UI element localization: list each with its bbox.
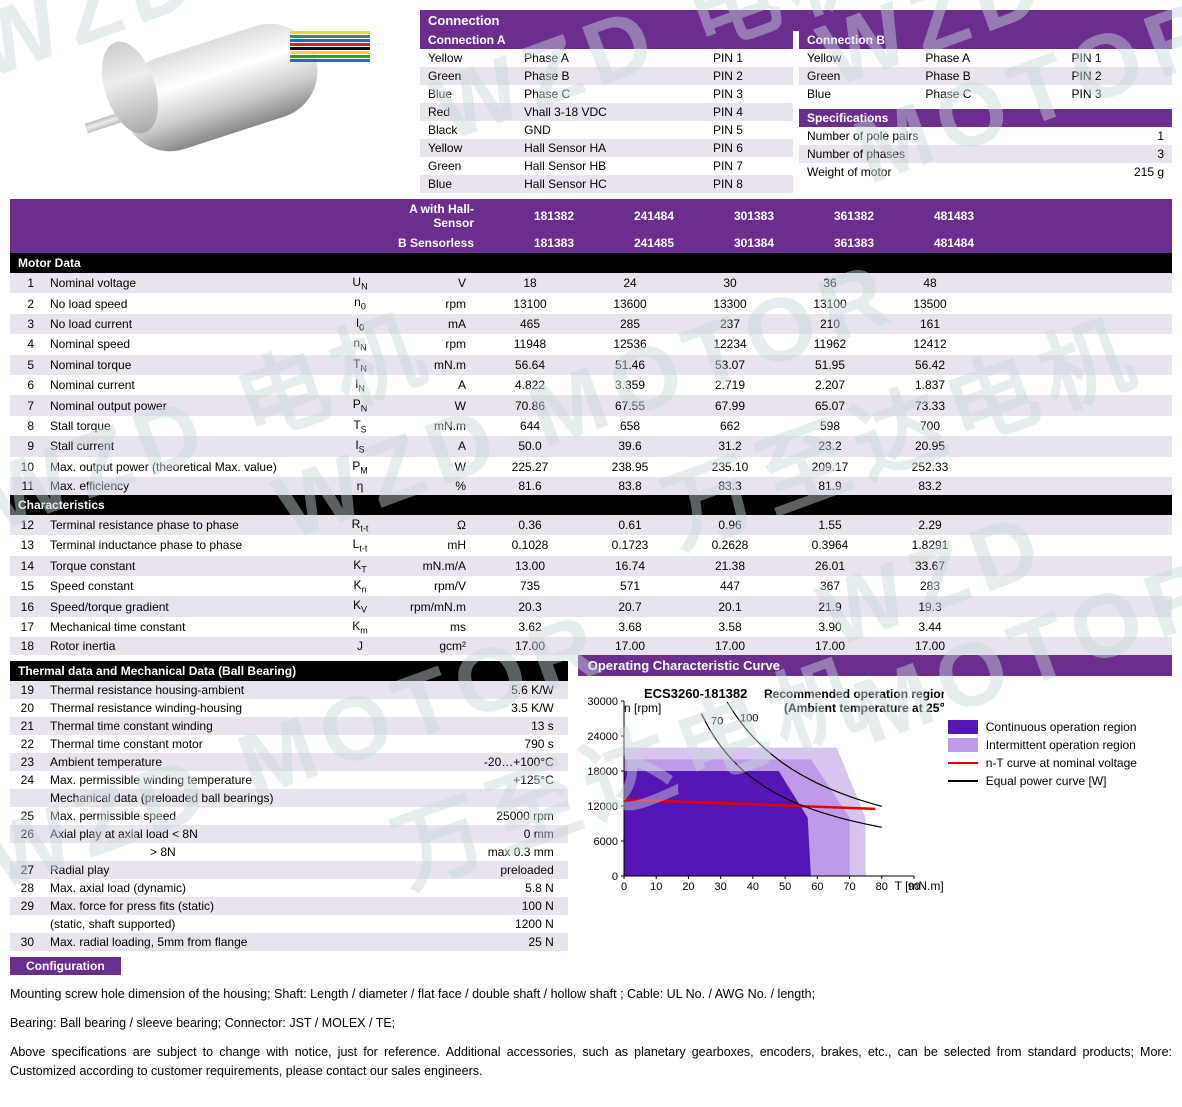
svg-text:12000: 12000 [587,801,618,813]
thermal-table: Thermal data and Mechanical Data (Ball B… [10,661,568,951]
svg-text:40: 40 [747,881,759,893]
svg-text:80: 80 [875,881,887,893]
svg-text:0: 0 [612,871,618,883]
svg-text:6000: 6000 [593,836,617,848]
svg-text:0: 0 [621,881,627,893]
svg-text:10: 10 [650,881,662,893]
svg-text:70: 70 [843,881,855,893]
svg-text:20: 20 [682,881,694,893]
config-text-2: Bearing: Ball bearing / sleeve bearing; … [10,1014,1172,1033]
connection-b-table: YellowPhase APIN 1GreenPhase BPIN 2BlueP… [799,49,1172,103]
connection-header: Connection [420,10,1172,31]
svg-text:18000: 18000 [587,766,618,778]
configuration-header: Configuration [10,957,121,975]
svg-text:n [rpm]: n [rpm] [624,701,661,715]
operating-curve-header: Operating Characteristic Curve [578,655,1172,676]
svg-text:Recommended operation regions: Recommended operation regions [764,687,944,701]
config-text-3: Above specifications are subject to chan… [10,1043,1172,1081]
svg-text:30: 30 [714,881,726,893]
motor-image [10,10,410,190]
chart-legend: Continuous operation regionIntermittent … [948,716,1137,919]
svg-text:T [mN.m]: T [mN.m] [894,879,943,893]
connection-a-table: YellowPhase APIN 1GreenPhase BPIN 2BlueP… [420,49,793,193]
svg-text:50: 50 [779,881,791,893]
svg-text:70: 70 [711,716,723,728]
svg-text:30000: 30000 [587,696,618,708]
connection-a-header: Connection A [420,31,793,49]
motor-data-table: A with Hall-Sensor1813822414843013833613… [10,199,1172,655]
svg-text:100: 100 [740,713,758,725]
connection-b-header: Connection B [799,31,1172,49]
svg-text:(Ambient temperature at 25℃): (Ambient temperature at 25℃) [784,701,944,715]
config-text-1: Mounting screw hole dimension of the hou… [10,985,1172,1004]
svg-text:60: 60 [811,881,823,893]
specifications-table: Number of pole pairs1Number of phases3We… [799,127,1172,181]
specifications-header: Specifications [799,109,1172,127]
svg-text:24000: 24000 [587,731,618,743]
svg-text:ECS3260-181382: ECS3260-181382 [644,686,747,701]
operating-chart: ECS3260-181382 Recommended operation regi… [584,686,944,919]
